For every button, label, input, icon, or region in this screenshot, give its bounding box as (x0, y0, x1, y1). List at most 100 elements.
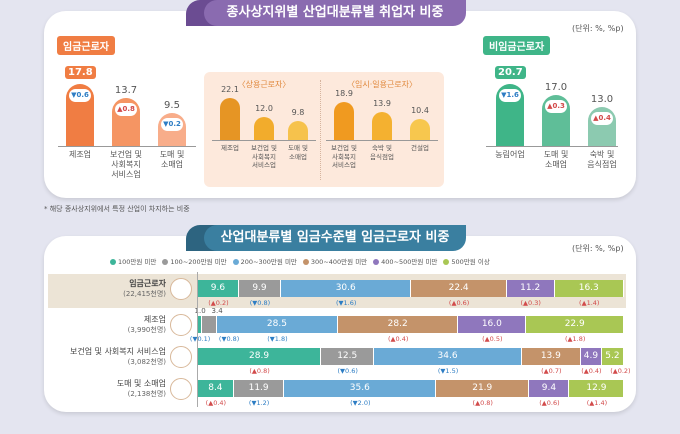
category-label: 제조업 (221, 144, 239, 152)
bar-segment: 16.3 (554, 280, 624, 297)
bar-segment (198, 316, 203, 333)
bar-segment: 12.5 (321, 348, 375, 365)
change-label: (▼2.0) (350, 399, 371, 407)
bar-value-label: 22.1 (221, 85, 239, 94)
footnote: * 해당 종사상지위에서 특정 산업이 차지하는 비중 (44, 205, 190, 213)
change-label: (▲0.2) (208, 299, 229, 307)
change-label: (▲0.8) (472, 399, 493, 407)
legend-item: 400~500만원 미만 (373, 256, 437, 266)
bar-segment: 28.5 (216, 316, 339, 333)
change-label: (▼1.8) (267, 335, 288, 343)
change-badge: ▲0.4 (591, 112, 613, 125)
bar-2 (372, 112, 392, 140)
bar-segment: 11.9 (233, 380, 285, 397)
bar-segment: 8.4 (198, 380, 234, 397)
bar-segment: 21.9 (436, 380, 530, 397)
change-label: (▲0.4) (581, 367, 602, 375)
change-label: (▲1.4) (579, 299, 600, 307)
avatar (170, 314, 192, 336)
bar-value-label: 9.5 (164, 99, 180, 111)
change-label: (▼0.6) (337, 367, 358, 375)
legend-label: 400~500만원 미만 (381, 258, 438, 266)
regular-baseline (212, 140, 316, 141)
row-count: (3,990천명) (127, 326, 166, 334)
legend-item: 500만원 이상 (443, 256, 490, 266)
change-label: (▲0.5) (482, 335, 503, 343)
sub-panel-divider (320, 80, 321, 180)
category-label: 보건업 및 사회복지 서비스업 (251, 144, 277, 169)
bar-value-label: 13.7 (114, 85, 138, 97)
bar-1 (220, 98, 240, 140)
row-name: 제조업 (143, 315, 166, 324)
bar-segment: 4.9 (580, 348, 602, 365)
bar-segment: 22.9 (526, 316, 624, 333)
bar-segment: 30.6 (281, 280, 412, 297)
stacked-axis-line (197, 272, 198, 407)
bar-1 (334, 102, 354, 140)
legend-item: 100만원 미만 (110, 256, 156, 266)
category-label: 숙박 및 음식점업 (370, 144, 394, 161)
category-label: 건설업 (411, 144, 429, 152)
change-label: (▲0.3) (520, 299, 541, 307)
bar-3 (288, 121, 308, 140)
row-label: 도매 및 소매업 (2,138천명) (117, 379, 166, 399)
change-label: (▲0.6) (539, 399, 560, 407)
top-panel-title: 종사상지위별 산업대분류별 취업자 비중 (204, 0, 466, 26)
bar-segment: 16.0 (458, 316, 527, 333)
legend-label: 100만원 미만 (118, 258, 157, 266)
bar-segment-label: 3.4 (211, 307, 223, 315)
avatar (170, 346, 192, 368)
change-label: (▲0.7) (541, 367, 562, 375)
change-label: (▼1.5) (437, 367, 459, 375)
temp-baseline (326, 140, 438, 141)
category-label: 도매 및 소매업 (287, 144, 308, 161)
bar-value-label: 17.0 (544, 82, 568, 93)
legend-label: 500만원 이상 (451, 258, 490, 266)
row-count: (2,138천명) (127, 390, 166, 398)
bar-value-label: 10.4 (411, 106, 429, 116)
bar-value-label: 17.8 (65, 65, 96, 79)
legend-swatch (110, 259, 116, 265)
category-label: 도매 및 소매업 (159, 150, 185, 169)
category-label: 농림어업 (495, 150, 525, 159)
change-label: (▼1.2) (248, 399, 270, 407)
change-badge: ▲0.3 (545, 100, 567, 113)
bar-segment: 28.9 (198, 348, 322, 365)
change-label: (▲0.8) (249, 367, 270, 375)
change-badge: ▼1.6 (499, 88, 521, 102)
non-wage-baseline (486, 146, 618, 147)
non-wage-workers-badge: 비임금근로자 (483, 36, 551, 55)
bar-segment: 9.4 (529, 380, 570, 397)
bar-value-label: 9.8 (291, 108, 305, 118)
legend-label: 100~200만원 미만 (170, 258, 227, 266)
change-label: (▲0.4) (205, 399, 227, 407)
legend-swatch (373, 259, 380, 265)
legend-item: 300~400만원 미만 (302, 256, 367, 266)
bottom-unit-label: (단위: %, %p) (572, 244, 624, 253)
wage-baseline (58, 146, 196, 147)
row-count: (3,082천명) (127, 358, 166, 366)
legend-item: 100~200만원 미만 (162, 256, 227, 266)
bar-segment: 35.6 (284, 380, 437, 397)
category-label: 보건업 및 사회복지 서비스업 (110, 150, 142, 179)
category-label: 숙박 및 음식점업 (587, 150, 617, 169)
row-name: 보건업 및 사회복지 서비스업 (70, 347, 166, 356)
bar-value-label: 13.9 (373, 99, 391, 109)
row-count: (22,415천명) (123, 290, 166, 298)
change-badge: ▼0.2 (161, 117, 183, 131)
bar-segment: 9.6 (198, 280, 239, 297)
change-label: (▲0.6) (448, 299, 470, 307)
bar-3 (410, 119, 430, 140)
bar-value-label: 18.9 (335, 89, 353, 99)
bar-segment: 34.6 (374, 348, 522, 365)
change-label: (▼0.8) (218, 335, 240, 343)
legend-swatch (232, 259, 239, 265)
bar-segment: 12.9 (569, 380, 625, 397)
change-badge: ▲0.8 (115, 103, 137, 117)
change-label: (▼1.6) (336, 299, 357, 307)
legend-swatch (162, 259, 169, 265)
change-label: (▲1.4) (586, 399, 608, 407)
change-label: (▼0.8) (249, 299, 271, 307)
change-label: (▲1.8) (565, 335, 586, 343)
row-name: 임금근로자 (129, 279, 166, 288)
